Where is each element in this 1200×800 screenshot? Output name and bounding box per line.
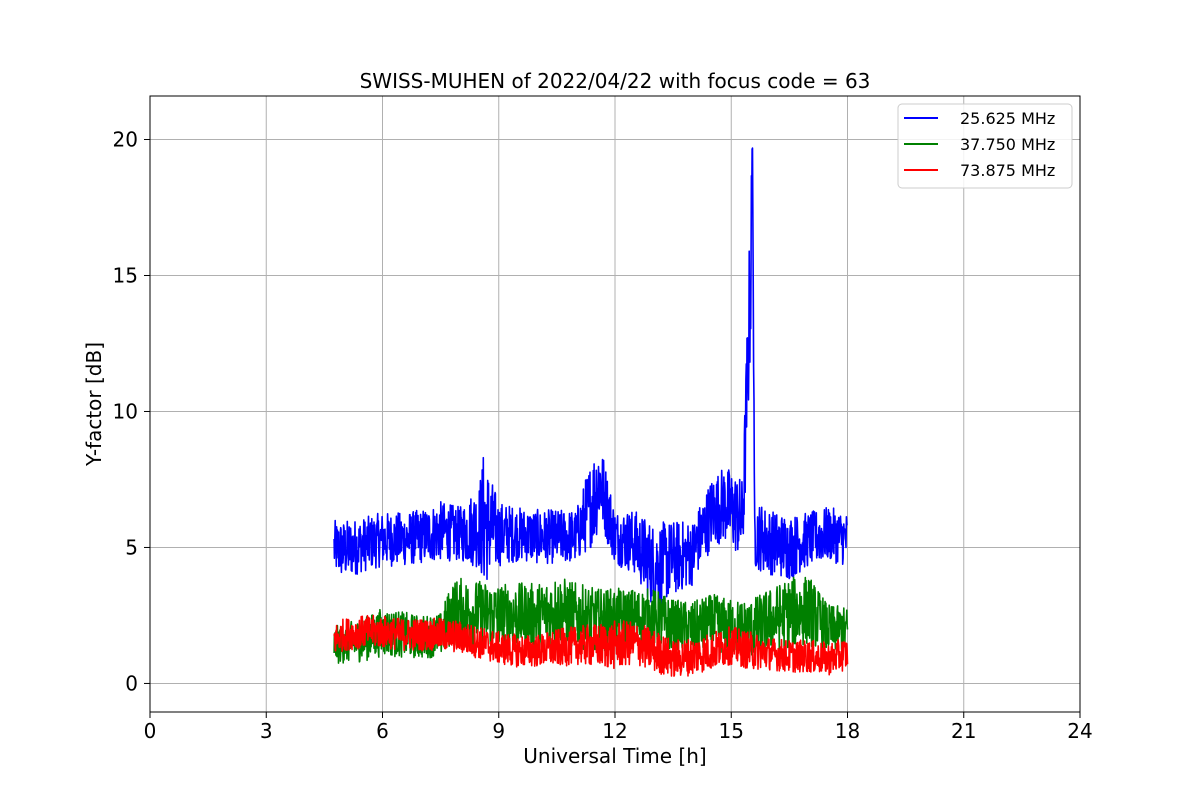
x-tick-label: 21 xyxy=(951,719,976,743)
x-tick-label: 15 xyxy=(719,719,744,743)
x-tick-label: 24 xyxy=(1067,719,1092,743)
legend-label: 25.625 MHz xyxy=(960,109,1055,128)
legend-box xyxy=(897,103,1073,189)
y-tick-label: 20 xyxy=(113,128,138,152)
legend: 25.625 MHz 37.750 MHz 73.875 MHz xyxy=(897,103,1073,189)
x-tick-label: 12 xyxy=(602,719,627,743)
x-tick-label: 3 xyxy=(260,719,273,743)
x-tick-label: 6 xyxy=(376,719,389,743)
y-tick-label: 0 xyxy=(125,671,138,695)
y-tick-label: 10 xyxy=(113,399,138,423)
x-axis-title: Universal Time [h] xyxy=(523,744,706,768)
x-tick-label: 9 xyxy=(492,719,505,743)
series-line-2 xyxy=(333,614,849,677)
x-tick-label: 18 xyxy=(835,719,860,743)
legend-label: 73.875 MHz xyxy=(960,161,1055,180)
y-tick-label: 5 xyxy=(125,535,138,559)
legend-label: 37.750 MHz xyxy=(960,135,1055,154)
y-tick-label: 15 xyxy=(113,263,138,287)
y-axis-title: Y-factor [dB] xyxy=(82,342,106,467)
y-axis-ticks: 0 5 10 15 20 xyxy=(113,128,150,695)
chart-title: SWISS-MUHEN of 2022/04/22 with focus cod… xyxy=(360,69,871,93)
series-layer xyxy=(333,147,849,677)
x-axis-ticks: 0 3 6 9 12 15 18 21 24 xyxy=(144,712,1093,743)
series-line-0 xyxy=(333,147,848,609)
x-tick-label: 0 xyxy=(144,719,157,743)
